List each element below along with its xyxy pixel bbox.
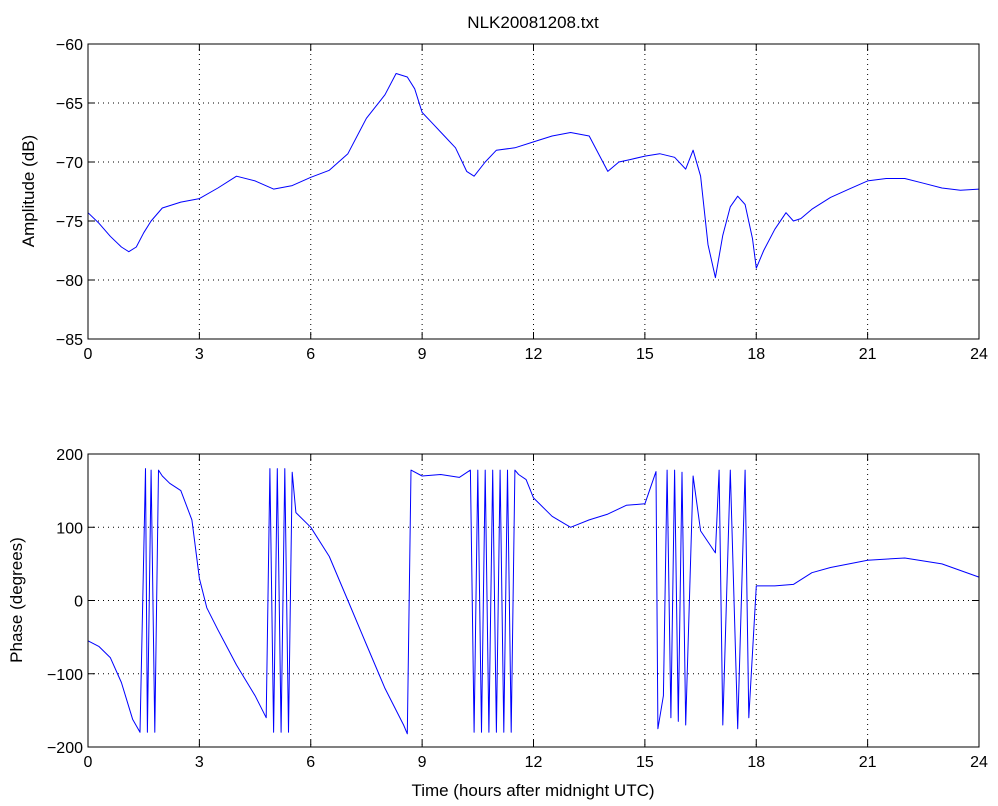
phase-y-tick-label: −200 <box>47 740 83 757</box>
amplitude-series-line <box>87 73 980 279</box>
phase-ticks: 0 3 6 9 12 15 18 21 24 200 100 0 −100 −200 <box>47 447 988 771</box>
chart-title: NLK20081208.txt <box>467 13 599 32</box>
phase-x-tick-label: 21 <box>859 754 877 771</box>
phase-x-tick-label: 0 <box>84 754 93 771</box>
amplitude-x-tick-label: 6 <box>306 346 315 363</box>
amplitude-y-tick-label: −70 <box>56 155 83 172</box>
amplitude-x-tick-label: 12 <box>525 346 543 363</box>
amplitude-x-tick-label: 3 <box>195 346 204 363</box>
amplitude-x-tick-label: 0 <box>84 346 93 363</box>
amplitude-y-tick-label: −85 <box>56 332 83 349</box>
phase-y-axis-label: Phase (degrees) <box>7 537 26 663</box>
amplitude-x-tick-label: 21 <box>859 346 877 363</box>
amplitude-axes: 0 3 6 9 12 15 18 21 24 −60 −65 −70 −75 −80 −85 NLK2008… <box>19 13 988 363</box>
amplitude-x-tick-label: 18 <box>747 346 765 363</box>
amplitude-y-tick-label: −75 <box>56 214 83 231</box>
amplitude-y-tick-label: −80 <box>56 273 83 290</box>
phase-y-tick-label: 200 <box>56 447 83 464</box>
phase-y-tick-label: 100 <box>56 520 83 537</box>
amplitude-grid <box>88 44 979 339</box>
amplitude-y-tick-label: −60 <box>56 37 83 54</box>
amplitude-x-tick-label: 24 <box>970 346 988 363</box>
phase-x-tick-label: 3 <box>195 754 204 771</box>
phase-grid <box>88 454 979 747</box>
phase-x-tick-label: 24 <box>970 754 988 771</box>
phase-x-tick-label: 9 <box>418 754 427 771</box>
amplitude-ticks: 0 3 6 9 12 15 18 21 24 −60 −65 −70 −75 −80 −85 <box>56 37 988 363</box>
phase-y-tick-label: −100 <box>47 667 83 684</box>
phase-x-tick-label: 15 <box>636 754 654 771</box>
phase-x-tick-label: 18 <box>747 754 765 771</box>
amplitude-x-tick-label: 15 <box>636 346 654 363</box>
phase-x-tick-label: 6 <box>306 754 315 771</box>
amplitude-y-axis-label: Amplitude (dB) <box>19 135 38 247</box>
amplitude-y-tick-label: −65 <box>56 96 83 113</box>
phase-x-axis-label: Time (hours after midnight UTC) <box>411 781 654 800</box>
phase-series-line <box>87 468 980 735</box>
phase-axes: 0 3 6 9 12 15 18 21 24 200 100 0 −100 −200 Phase (deg… <box>7 447 988 800</box>
phase-x-tick-label: 12 <box>525 754 543 771</box>
amplitude-x-tick-label: 9 <box>418 346 427 363</box>
phase-y-tick-label: 0 <box>74 594 83 611</box>
